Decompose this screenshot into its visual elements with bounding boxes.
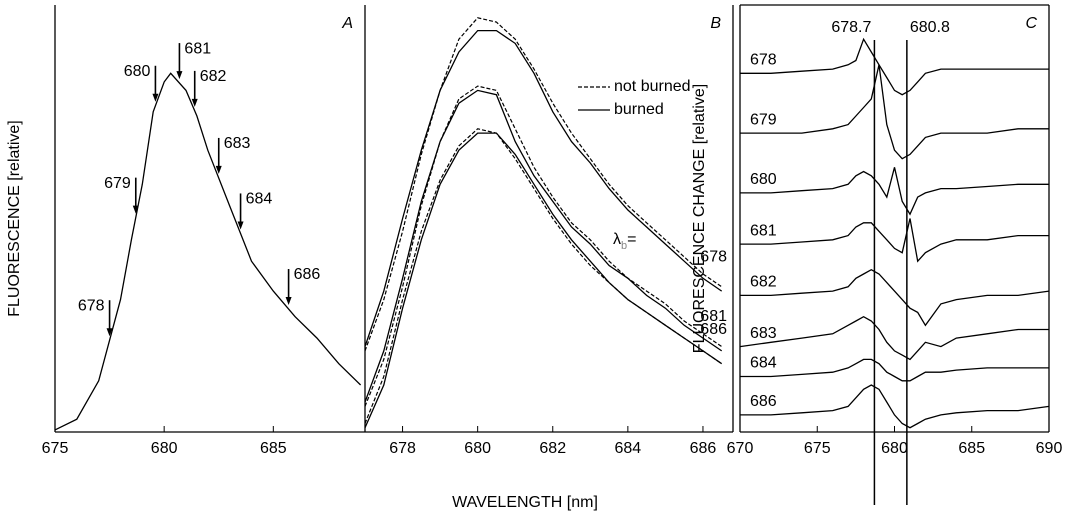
arrow-head xyxy=(191,98,198,107)
arrow-label: 683 xyxy=(224,135,251,152)
curve xyxy=(739,315,1049,361)
curve xyxy=(740,167,1049,216)
x-tick-label: 685 xyxy=(958,440,985,457)
panel-label: B xyxy=(710,15,721,32)
reference-label: 678.7 xyxy=(831,19,871,36)
curve-label: 681 xyxy=(700,308,727,325)
panel-label: C xyxy=(1025,15,1037,32)
arrow-head xyxy=(152,93,159,102)
trace-label: 678 xyxy=(750,52,777,69)
arrow-head xyxy=(176,71,183,80)
arrow-label: 679 xyxy=(104,175,131,192)
x-tick-label: 686 xyxy=(690,440,717,457)
trace-label: 684 xyxy=(750,355,777,372)
curve xyxy=(740,64,1049,160)
curve xyxy=(54,72,362,431)
trace-label: 686 xyxy=(750,393,777,410)
curve xyxy=(740,358,1049,382)
arrow-label: 678 xyxy=(78,297,105,314)
y-axis-label: FLUORESCENCE [relative] xyxy=(6,120,23,317)
curve xyxy=(364,85,723,407)
curve-label: 678 xyxy=(700,248,727,265)
curve xyxy=(740,37,1049,96)
lambda-label: λb= xyxy=(613,231,636,252)
curve xyxy=(740,218,1049,263)
panel-label: A xyxy=(341,15,353,32)
y-axis-label: FLUORESCENCE CHANGE [relative] xyxy=(691,84,708,353)
arrow-head xyxy=(215,165,222,174)
curve xyxy=(364,132,723,428)
arrow-label: 680 xyxy=(124,63,151,80)
arrow-label: 684 xyxy=(246,191,273,208)
lambda-subscript: b xyxy=(621,240,627,252)
lambda-symbol: λ xyxy=(613,231,621,248)
x-tick-label: 675 xyxy=(42,440,69,457)
curve xyxy=(740,384,1050,429)
arrow-head xyxy=(285,297,292,306)
curve xyxy=(364,89,723,403)
curve-label: 686 xyxy=(700,321,727,338)
x-tick-label: 680 xyxy=(151,440,178,457)
x-tick-label: 678 xyxy=(389,440,416,457)
arrow-head xyxy=(106,328,113,337)
arrow-label: 682 xyxy=(200,68,227,85)
x-tick-label: 684 xyxy=(615,440,642,457)
arrow-label: 686 xyxy=(294,266,321,283)
curve xyxy=(364,29,723,347)
reference-label: 680.8 xyxy=(910,19,950,36)
x-tick-label: 690 xyxy=(1036,440,1063,457)
curve xyxy=(740,268,1050,327)
x-tick-label: 682 xyxy=(539,440,566,457)
x-tick-label: 685 xyxy=(260,440,287,457)
arrow-head xyxy=(132,205,139,214)
trace-label: 681 xyxy=(750,222,777,239)
arrow-label: 681 xyxy=(184,40,211,57)
x-axis-label: WAVELENGTH [nm] xyxy=(452,494,598,511)
trace-label: 680 xyxy=(750,171,777,188)
trace-label: 682 xyxy=(750,274,777,291)
legend-label: burned xyxy=(614,101,664,118)
x-tick-label: 675 xyxy=(804,440,831,457)
x-tick-label: 670 xyxy=(727,440,754,457)
curve xyxy=(364,128,723,424)
trace-label: 683 xyxy=(750,325,777,342)
lambda-suffix: = xyxy=(627,231,636,248)
trace-label: 679 xyxy=(750,111,777,128)
legend-label: not burned xyxy=(614,78,691,95)
curve xyxy=(364,17,723,352)
arrow-head xyxy=(237,221,244,230)
x-tick-label: 680 xyxy=(464,440,491,457)
x-tick-label: 680 xyxy=(881,440,908,457)
